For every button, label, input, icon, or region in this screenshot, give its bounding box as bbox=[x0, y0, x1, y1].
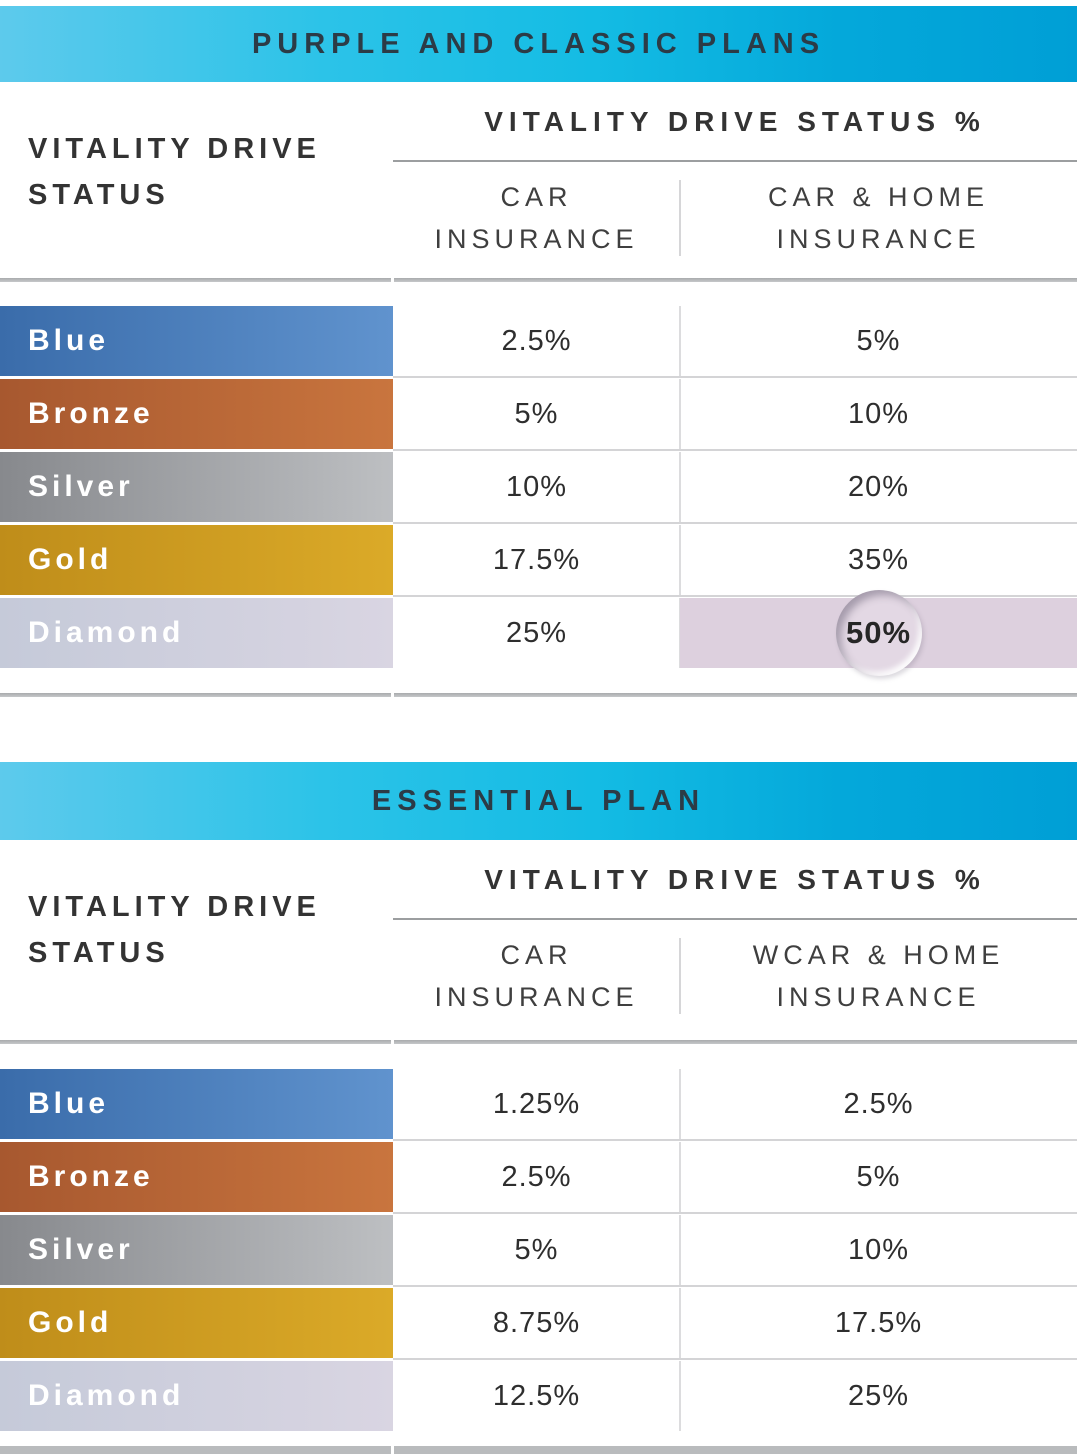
car-home-insurance-value: 25% bbox=[847, 1379, 910, 1412]
column-group-header: VITALITY DRIVE STATUS % bbox=[484, 864, 986, 895]
car-home-insurance-value: 5% bbox=[856, 1160, 901, 1193]
tier-label-silver: Silver bbox=[0, 452, 393, 522]
table-row: Blue 1.25% 2.5% bbox=[0, 1069, 1077, 1141]
car-insurance-value: 2.5% bbox=[501, 1160, 572, 1193]
column-header-car-insurance: CAR INSURANCE bbox=[434, 940, 639, 1012]
column-group-head: VITALITY DRIVE STATUS % CAR INSURANCE WC… bbox=[393, 864, 1077, 1018]
car-home-insurance-value: 17.5% bbox=[834, 1306, 923, 1339]
row-group-header: VITALITY DRIVE STATUS bbox=[28, 891, 321, 969]
car-home-insurance-value: 10% bbox=[847, 1233, 910, 1266]
column-headers: CAR INSURANCE CAR & HOME INSURANCE bbox=[393, 162, 1077, 260]
column-header-car-insurance: CAR INSURANCE bbox=[434, 182, 639, 254]
car-insurance-value: 17.5% bbox=[492, 543, 581, 576]
column-headers: CAR INSURANCE WCAR & HOME INSURANCE bbox=[393, 920, 1077, 1018]
highlight-bubble: 50% bbox=[835, 590, 922, 676]
table-row: Gold 17.5% 35% bbox=[0, 525, 1077, 597]
tier-label-diamond: Diamond bbox=[0, 598, 393, 668]
column-group-header: VITALITY DRIVE STATUS % bbox=[484, 106, 986, 137]
car-insurance-value: 5% bbox=[514, 1233, 559, 1266]
page-bottom-divider bbox=[0, 1446, 1077, 1454]
plan-title-bar-purple-classic: PURPLE AND CLASSIC PLANS bbox=[0, 6, 1077, 82]
section-divider bbox=[0, 1040, 1077, 1044]
tier-label-silver: Silver bbox=[0, 1215, 393, 1285]
table-body-essential: Blue 1.25% 2.5% Bronze 2.5% 5% Silver 5%… bbox=[0, 1069, 1077, 1434]
table-row: Silver 10% 20% bbox=[0, 452, 1077, 524]
table-row: Gold 8.75% 17.5% bbox=[0, 1288, 1077, 1360]
tier-label-gold: Gold bbox=[0, 1288, 393, 1358]
car-insurance-value: 12.5% bbox=[492, 1379, 581, 1412]
car-home-insurance-value: 5% bbox=[856, 324, 901, 357]
section-divider bbox=[0, 278, 1077, 282]
car-insurance-value: 8.75% bbox=[492, 1306, 581, 1339]
plan-title: ESSENTIAL PLAN bbox=[371, 784, 706, 817]
table-body-purple-classic: Blue 2.5% 5% Bronze 5% 10% Silver 10% 20… bbox=[0, 306, 1077, 676]
tier-label-diamond: Diamond bbox=[0, 1361, 393, 1431]
column-header-car-home-insurance: WCAR & HOME INSURANCE bbox=[752, 940, 1005, 1012]
column-header-car-home-insurance: CAR & HOME INSURANCE bbox=[767, 182, 990, 254]
tier-label-bronze: Bronze bbox=[0, 379, 393, 449]
table-row: Bronze 2.5% 5% bbox=[0, 1142, 1077, 1214]
table-row: Diamond 12.5% 25% bbox=[0, 1361, 1077, 1431]
plan-title: PURPLE AND CLASSIC PLANS bbox=[251, 27, 826, 60]
car-insurance-value: 1.25% bbox=[492, 1087, 581, 1120]
car-insurance-value: 5% bbox=[514, 397, 559, 430]
table-row: Silver 5% 10% bbox=[0, 1215, 1077, 1287]
car-insurance-value: 10% bbox=[505, 470, 568, 503]
column-group-head: VITALITY DRIVE STATUS % CAR INSURANCE CA… bbox=[393, 106, 1077, 260]
table-row: Bronze 5% 10% bbox=[0, 379, 1077, 451]
tier-label-blue: Blue bbox=[0, 306, 393, 376]
header-underline bbox=[393, 160, 1077, 162]
car-home-insurance-value-highlighted: 50% bbox=[680, 590, 1077, 676]
row-group-header: VITALITY DRIVE STATUS bbox=[28, 133, 321, 211]
tier-label-blue: Blue bbox=[0, 1069, 393, 1139]
tier-label-gold: Gold bbox=[0, 525, 393, 595]
table-row: Diamond 25% 50% bbox=[0, 590, 1077, 676]
car-home-insurance-value: 20% bbox=[847, 470, 910, 503]
car-home-insurance-value: 2.5% bbox=[843, 1087, 914, 1120]
car-home-insurance-value: 35% bbox=[847, 543, 910, 576]
plan-title-bar-essential: ESSENTIAL PLAN bbox=[0, 762, 1077, 840]
table-row: Blue 2.5% 5% bbox=[0, 306, 1077, 378]
header-underline bbox=[393, 918, 1077, 920]
section-divider bbox=[0, 693, 1077, 697]
tier-label-bronze: Bronze bbox=[0, 1142, 393, 1212]
car-home-insurance-value: 10% bbox=[847, 397, 910, 430]
car-insurance-value: 2.5% bbox=[501, 324, 572, 357]
car-insurance-value: 25% bbox=[505, 616, 568, 649]
